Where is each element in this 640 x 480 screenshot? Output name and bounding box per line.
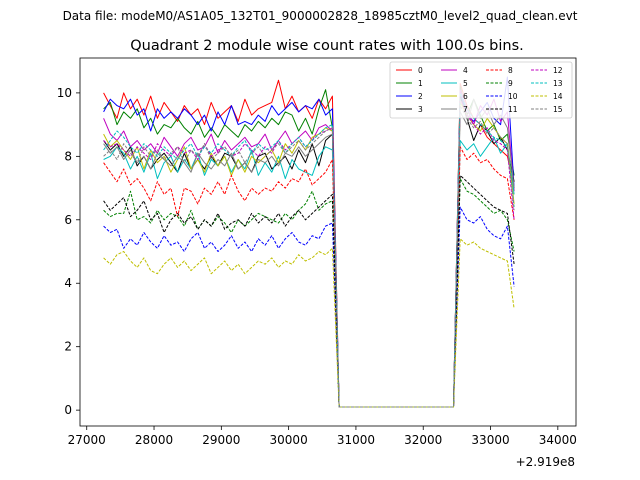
plot-area xyxy=(80,58,576,426)
y-tick-label: 0 xyxy=(64,403,72,417)
y-tick-label: 6 xyxy=(64,213,72,227)
chart-title: Quadrant 2 module wise count rates with … xyxy=(130,38,524,54)
legend-label-13: 13 xyxy=(553,79,563,88)
legend-label-5: 5 xyxy=(463,79,468,88)
legend-label-10: 10 xyxy=(508,92,518,101)
x-tick-label: 30000 xyxy=(270,433,308,447)
legend-label-7: 7 xyxy=(463,105,468,114)
y-tick-label: 10 xyxy=(57,86,72,100)
legend-box xyxy=(389,61,573,119)
x-tick-label: 29000 xyxy=(202,433,240,447)
x-tick-label: 33000 xyxy=(471,433,509,447)
legend-label-1: 1 xyxy=(418,79,423,88)
legend-label-2: 2 xyxy=(418,92,423,101)
series-group xyxy=(103,76,515,408)
legend-label-3: 3 xyxy=(418,105,423,114)
legend-label-9: 9 xyxy=(508,79,513,88)
legend-label-6: 6 xyxy=(463,92,468,101)
y-tick-label: 8 xyxy=(64,149,72,163)
legend-label-12: 12 xyxy=(553,66,563,75)
y-tick-label: 2 xyxy=(64,340,72,354)
x-offset-label: +2.919e8 xyxy=(516,455,575,469)
x-axis: 27000 28000 29000 30000 31000 32000 33000 34000 xyxy=(68,426,577,447)
series-line-15 xyxy=(103,105,515,408)
plot-frame xyxy=(79,57,577,427)
x-tick-label: 27000 xyxy=(68,433,106,447)
legend-label-4: 4 xyxy=(463,66,468,75)
legend-label-11: 11 xyxy=(508,105,518,114)
legend-label-14: 14 xyxy=(553,92,563,101)
x-tick-label: 32000 xyxy=(404,433,442,447)
x-tick-label: 34000 xyxy=(539,433,577,447)
x-tick-label: 28000 xyxy=(135,433,173,447)
legend-label-8: 8 xyxy=(508,66,513,75)
legend-label-15: 15 xyxy=(553,105,563,114)
series-line-14 xyxy=(103,238,515,408)
y-axis: 0 2 4 6 8 10 xyxy=(57,86,80,417)
x-tick-label: 31000 xyxy=(337,433,375,447)
y-tick-label: 4 xyxy=(64,276,72,290)
figure-suptitle: Data file: modeM0/AS1A05_132T01_90000028… xyxy=(63,9,578,23)
legend-label-0: 0 xyxy=(418,66,423,75)
